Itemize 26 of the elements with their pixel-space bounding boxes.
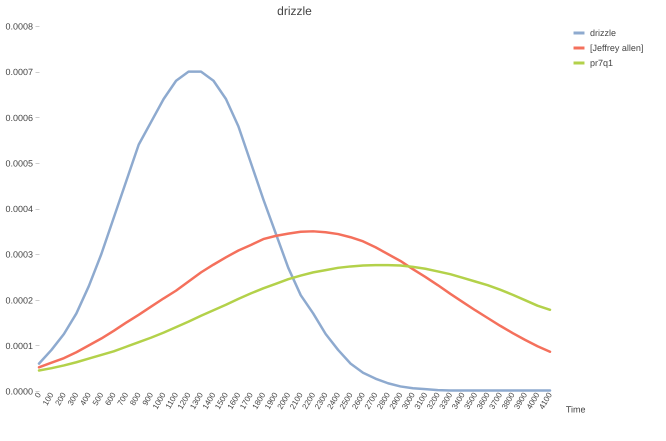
x-tick-label: 800 [128,390,143,408]
x-tick-label: 100 [40,390,56,408]
y-tick-label: 0.0003 [6,250,34,260]
y-tick-label: 0.0004 [6,204,34,214]
line-series [38,230,552,369]
x-tick-label: 700 [116,390,130,408]
legend-label: pr7q1 [590,58,614,68]
y-tick-label: 0.0007 [6,67,34,78]
x-tick-label: 500 [90,390,106,408]
x-tick-label: 600 [103,390,118,408]
y-tick-label: 0.0008 [6,22,34,32]
y-tick-label: 0.0001 [6,340,34,351]
chart-title: drizzle [277,4,312,18]
legend-label: [Jeffrey allen] [590,43,644,53]
y-tick-label: 0.0005 [6,158,34,168]
y-tick-label: 0.0000 [6,386,34,396]
x-axis-title: Time [566,404,586,414]
legend-label: drizzle [590,28,616,38]
x-tick-label: 300 [66,390,81,408]
x-tick-label: 400 [78,390,94,408]
x-tick-label: 200 [53,390,68,408]
line-series [38,264,552,372]
y-tick-label: 0.0002 [6,295,34,306]
y-tick-label: 0.0006 [6,112,34,123]
x-tick-label: 0 [32,390,44,400]
line-series [38,70,552,392]
